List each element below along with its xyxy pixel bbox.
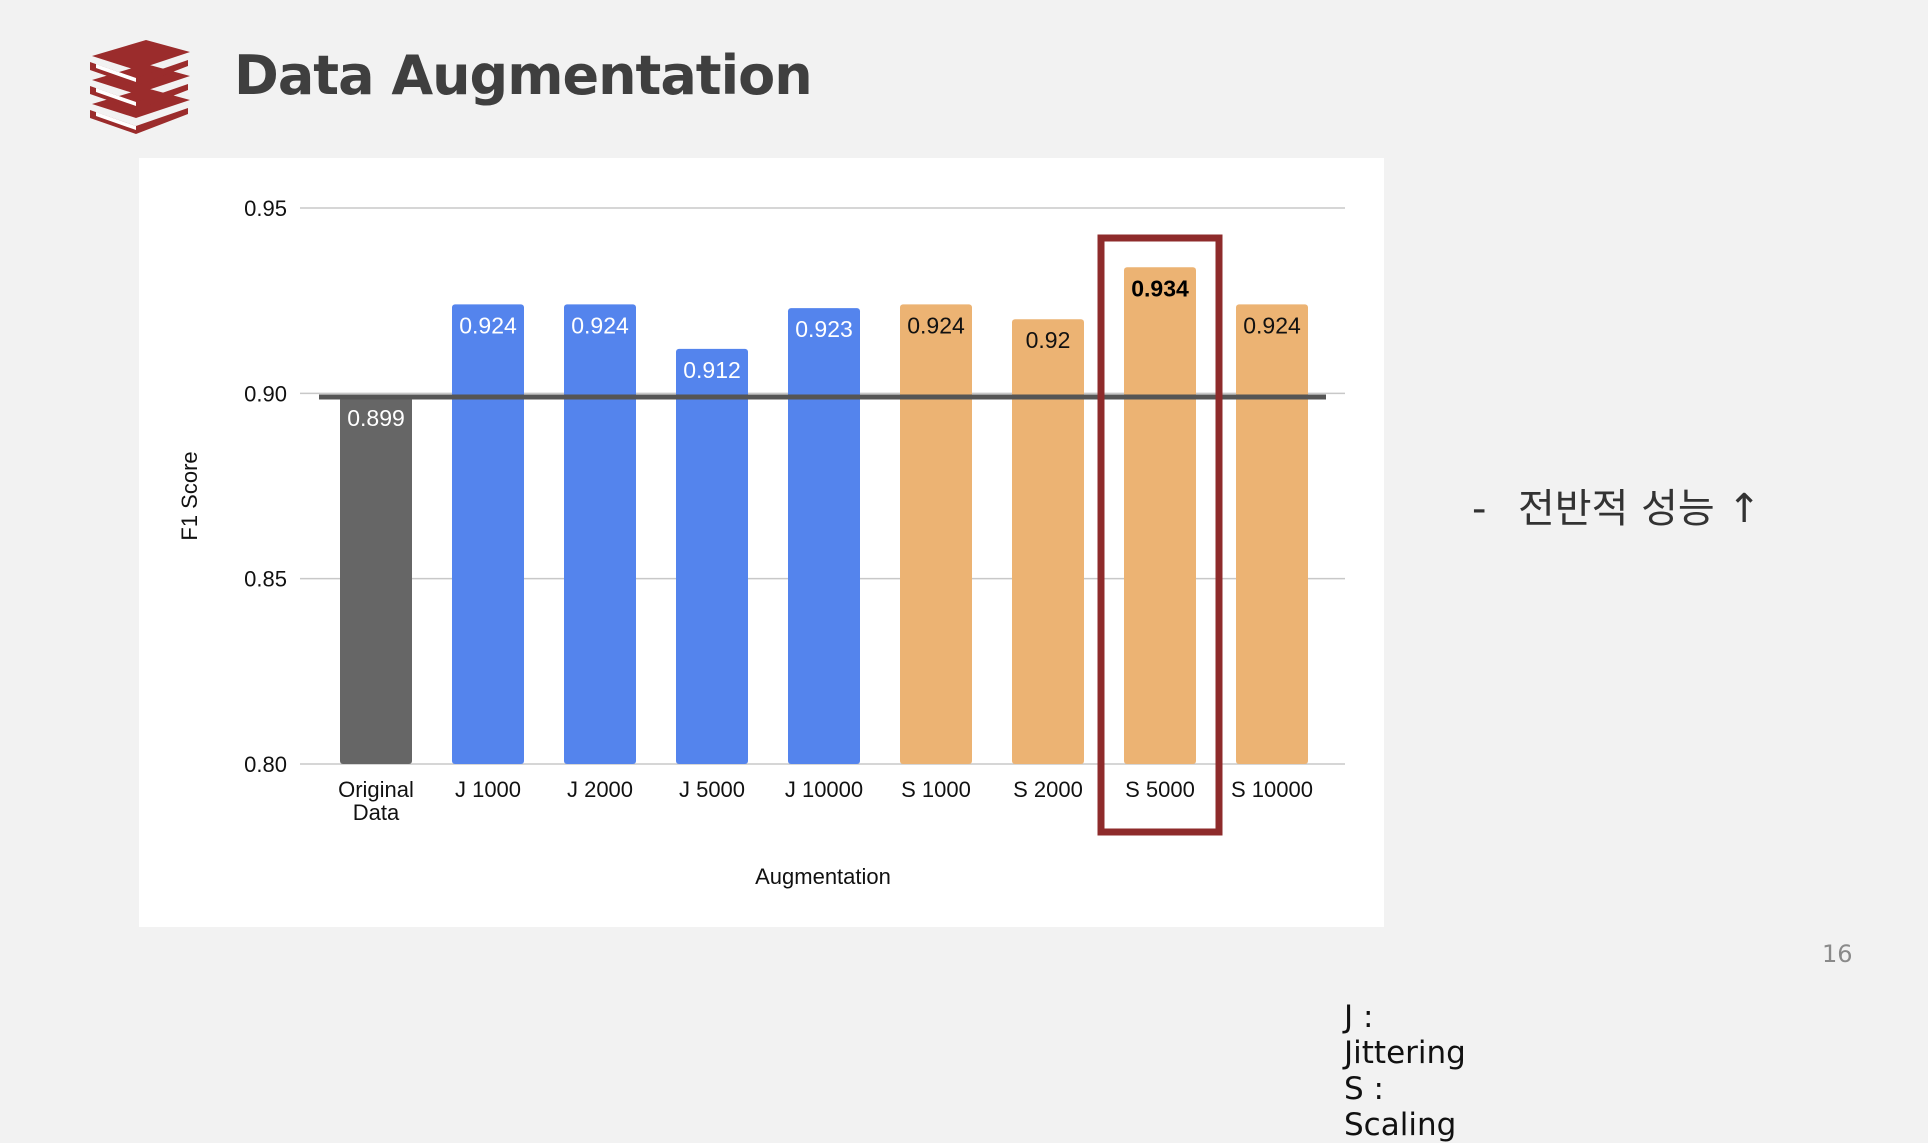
slide-title: Data Augmentation	[234, 44, 813, 107]
bar	[788, 308, 860, 764]
highlight-box	[1097, 234, 1223, 836]
y-tick-label: 0.90	[244, 381, 287, 406]
bar-value-label: 0.899	[347, 405, 405, 431]
x-tick-label: J 1000	[455, 777, 521, 802]
x-tick-label: J 10000	[785, 777, 863, 802]
note-scaling: S : Scaling	[1344, 1071, 1457, 1143]
x-tick-label: S 5000	[1125, 777, 1195, 802]
books-stack-icon	[90, 40, 190, 134]
bar	[676, 348, 748, 764]
bar-value-label: 0.924	[907, 312, 965, 338]
bar	[1012, 319, 1084, 764]
y-tick-label: 0.80	[244, 752, 287, 777]
bar-value-label: 0.934	[1131, 275, 1189, 301]
abbreviation-note: J : Jittering S : Scaling	[1344, 999, 1466, 1143]
bar-value-label: 0.92	[1026, 327, 1071, 353]
x-tick-label: S 2000	[1013, 777, 1083, 802]
x-tick-label: J 2000	[567, 777, 633, 802]
bar-value-label: 0.924	[1243, 312, 1301, 338]
x-tick-label: Data	[353, 800, 400, 825]
y-tick-label: 0.95	[244, 196, 287, 221]
bar	[452, 304, 524, 764]
bar-value-label: 0.924	[459, 312, 517, 338]
summary-bullet: - 전반적 성능 ↑	[1472, 476, 1761, 534]
chart-panel: 0.80 0.85 0.90 0.95 F1 Score 0.899 Original Dat…	[139, 158, 1466, 1143]
bar	[1236, 304, 1308, 764]
note-jittering: J : Jittering	[1344, 999, 1466, 1071]
bar	[1124, 267, 1196, 764]
y-axis-label: F1 Score	[177, 451, 202, 540]
page-number: 16	[1822, 940, 1853, 968]
bar-value-label: 0.923	[795, 316, 853, 342]
bar-chart: 0.80 0.85 0.90 0.95 F1 Score 0.899 OriginalDat…	[177, 196, 1345, 889]
y-tick-label: 0.85	[244, 567, 287, 592]
x-tick-label: S 1000	[901, 777, 971, 802]
x-tick-label: S 10000	[1231, 777, 1313, 802]
x-axis-label: Augmentation	[755, 864, 891, 889]
bar-value-label: 0.924	[571, 312, 629, 338]
bar	[340, 397, 412, 764]
bar	[564, 304, 636, 764]
bullet-marker: -	[1472, 486, 1487, 532]
x-tick-label: Original	[338, 777, 414, 802]
bar-value-label: 0.912	[683, 357, 741, 383]
bullet-text: 전반적 성능 ↑	[1518, 486, 1761, 532]
x-tick-label: J 5000	[679, 777, 745, 802]
bar	[900, 304, 972, 764]
